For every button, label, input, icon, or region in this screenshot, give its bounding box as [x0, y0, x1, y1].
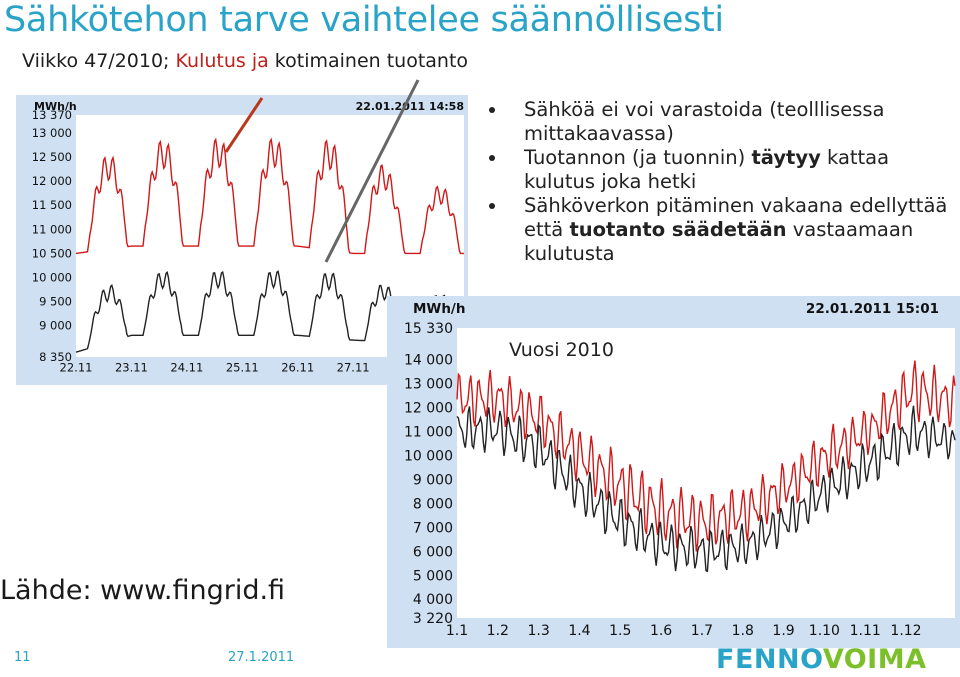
y-tick-label: 9 500	[39, 295, 72, 309]
subtitle-part1: Viikko 47/2010;	[22, 50, 176, 72]
y-tick-label: 13 000	[404, 377, 453, 393]
y-tick-label: 15 330	[404, 321, 453, 337]
x-tick-label: 27.11	[337, 361, 370, 375]
unit-label: MWh/h	[34, 100, 77, 113]
x-tick-label: 26.11	[281, 361, 314, 375]
bullet-3-pre: Sähköverkon pitäminen vakaana edellyttää…	[524, 194, 948, 241]
bullet-item-2: Tuotannon (ja tuonnin) täytyy kattaa kul…	[508, 146, 960, 194]
y-tick-label: 9 000	[413, 472, 453, 488]
x-tick-label: 1.9	[772, 623, 794, 639]
x-tick-label: 23.11	[115, 361, 148, 375]
y-tick-label: 6 000	[413, 544, 453, 560]
x-tick-label: 1.8	[732, 623, 754, 639]
bullet-list: Sähköä ei voi varastoida (teolllisessa m…	[490, 98, 960, 266]
y-tick-label: 7 000	[413, 520, 453, 536]
subtitle-part2: Kulutus ja	[175, 50, 269, 72]
y-tick-label: 4 000	[413, 592, 453, 608]
y-tick-label: 9 000	[39, 319, 72, 333]
x-tick-label: 1.5	[609, 623, 631, 639]
y-tick-label: 12 000	[404, 401, 453, 417]
y-tick-label: 11 000	[404, 425, 453, 441]
plot-area	[457, 328, 955, 618]
y-tick-label: 11 500	[32, 198, 72, 212]
x-tick-label: 24.11	[170, 361, 203, 375]
y-tick-label: 12 500	[32, 150, 72, 164]
x-tick-label: 1.1	[446, 623, 468, 639]
x-tick-label: 1.4	[568, 623, 590, 639]
bullet-2-bold: täytyy	[751, 146, 821, 169]
x-tick-label: 1.11	[850, 623, 881, 639]
logo-part1: FENNO	[716, 644, 823, 675]
y-tick-label: 10 000	[404, 449, 453, 465]
timestamp: 22.01.2011 14:58	[356, 100, 464, 113]
yearly-chart-svg: MWh/h 22.01.2011 15:01 15 330 14 000 13 000 1…	[404, 301, 956, 639]
series-line-0	[456, 360, 956, 552]
y-tick-label: 8 000	[413, 496, 453, 512]
x-tick-label: 25.11	[226, 361, 259, 375]
bullet-3-bold: tuotanto säädetään	[569, 218, 787, 241]
logo-part2: VOIMA	[822, 644, 927, 675]
bullet-2-pre: Tuotannon (ja tuonnin)	[524, 146, 752, 169]
x-tick-label: 1.12	[890, 623, 921, 639]
page-title: Sähkötehon tarve vaihtelee säännöllisest…	[4, 0, 724, 40]
timestamp: 22.01.2011 15:01	[806, 301, 939, 317]
chart-annotation: Vuosi 2010	[509, 339, 614, 361]
unit-label: MWh/h	[413, 301, 465, 317]
fennovoima-logo: FENNOVOIMA	[716, 644, 927, 675]
subtitle-part3: kotimainen tuotanto	[268, 50, 469, 72]
x-tick-label: 1.10	[809, 623, 840, 639]
y-tick-label: 10 000	[32, 270, 72, 284]
bullet-2-post: kattaa kulutus joka hetki	[524, 146, 890, 193]
bullet-3-post: vastaamaan kulutusta	[524, 218, 914, 265]
y-tick-label: 12 000	[32, 174, 72, 188]
y-tick-label: 13 370	[32, 108, 72, 122]
x-tick-label: 22.11	[60, 361, 93, 375]
bullet-item-1: Sähköä ei voi varastoida (teolllisessa m…	[508, 98, 960, 146]
bullet-item-3: Sähköverkon pitäminen vakaana edellyttää…	[508, 194, 960, 266]
x-tick-label: 1.6	[650, 623, 672, 639]
y-tick-label: 8 350	[39, 350, 72, 364]
series-line-1	[456, 405, 956, 573]
y-tick-label: 13 000	[32, 126, 72, 140]
subtitle: Viikko 47/2010; Kulutus ja kotimainen tu…	[22, 50, 468, 72]
x-tick-label: 1.7	[691, 623, 713, 639]
y-tick-label: 10 500	[32, 246, 72, 260]
x-tick-label: 1.3	[528, 623, 550, 639]
y-tick-label: 3 220	[413, 611, 453, 627]
x-tick-label: 1.2	[487, 623, 509, 639]
y-tick-label: 14 000	[404, 353, 453, 369]
y-tick-label: 11 000	[32, 222, 72, 236]
bullet-1-text: Sähköä ei voi varastoida (teolllisessa m…	[524, 98, 885, 145]
yearly-chart: MWh/h 22.01.2011 15:01 15 330 14 000 13 000 1…	[387, 296, 960, 648]
source-label: Lähde: www.fingrid.fi	[0, 575, 286, 606]
footer-date: 27.1.2011	[228, 650, 295, 665]
page-number: 11	[14, 650, 31, 665]
y-tick-label: 5 000	[413, 568, 453, 584]
